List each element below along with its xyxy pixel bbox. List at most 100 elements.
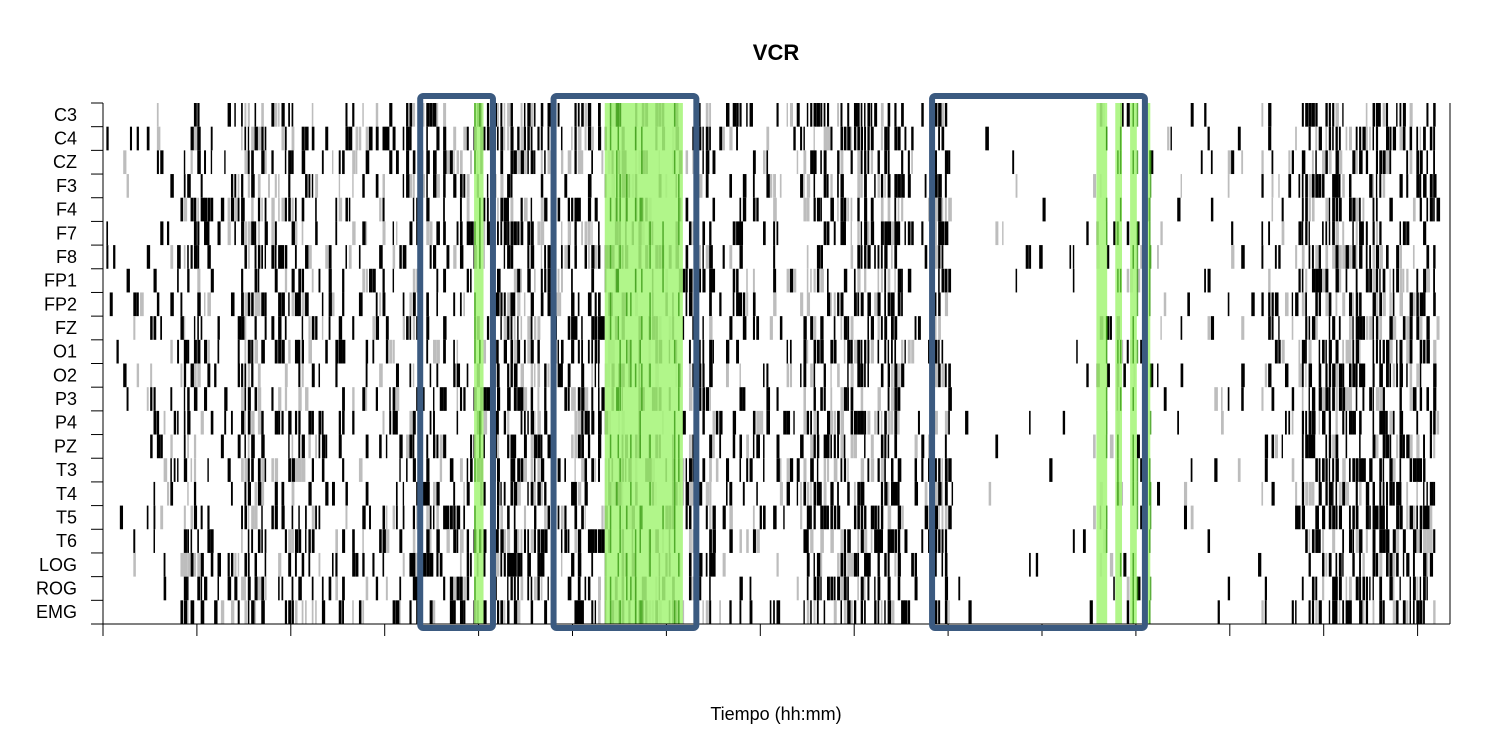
heatmap-cell — [379, 363, 383, 388]
heatmap-cell — [803, 150, 807, 175]
heatmap-cell — [581, 363, 585, 388]
heatmap-cell — [274, 103, 278, 127]
heatmap-cell — [1406, 268, 1409, 293]
heatmap-cell — [870, 434, 874, 459]
heatmap-cell — [338, 316, 343, 340]
channel-label-f4: F4 — [56, 200, 77, 220]
heatmap-cell — [598, 434, 602, 459]
heatmap-cell — [891, 481, 895, 506]
heatmap-cell — [853, 481, 856, 506]
heatmap-cell — [1328, 481, 1333, 506]
heatmap-cell — [456, 363, 461, 388]
heatmap-cell — [513, 600, 518, 624]
heatmap-cell — [1399, 103, 1402, 127]
heatmap-cell — [497, 126, 499, 151]
heatmap-cell — [833, 292, 836, 317]
heatmap-cell — [1241, 316, 1245, 340]
heatmap-cell — [702, 410, 705, 435]
heatmap-cell — [1308, 197, 1311, 222]
heatmap-cell — [864, 363, 866, 388]
highlight-trace — [634, 529, 637, 553]
heatmap-cell — [1362, 600, 1365, 624]
heatmap-cell — [220, 197, 225, 222]
heatmap-cell — [806, 481, 810, 506]
heatmap-cell — [1389, 434, 1392, 459]
heatmap-cell — [1322, 387, 1326, 411]
heatmap-cell — [847, 363, 849, 388]
heatmap-cell — [877, 458, 880, 482]
heatmap-cell — [207, 339, 210, 364]
heatmap-cell — [530, 245, 535, 269]
heatmap-cell — [847, 339, 851, 364]
heatmap-cell — [207, 221, 210, 246]
highlight-trace — [678, 363, 680, 388]
heatmap-cell — [308, 552, 311, 577]
heatmap-cell — [941, 363, 945, 388]
heatmap-cell — [406, 434, 410, 459]
heatmap-cell — [938, 197, 942, 222]
heatmap-cell — [503, 316, 508, 340]
heatmap-cell — [1392, 292, 1395, 317]
heatmap-cell — [1402, 600, 1406, 624]
heatmap-cell — [709, 126, 711, 151]
heatmap-cell — [547, 505, 550, 530]
heatmap-cell — [1423, 339, 1426, 364]
heatmap-cell — [291, 481, 295, 506]
heatmap-cell — [1123, 552, 1127, 577]
heatmap-cell — [598, 245, 601, 269]
heatmap-cell — [1268, 103, 1272, 127]
heatmap-cell — [331, 292, 335, 317]
heatmap-cell — [1318, 458, 1321, 482]
heatmap-cell — [294, 292, 299, 317]
heatmap-cell — [443, 197, 445, 222]
heatmap-cell — [342, 150, 345, 175]
heatmap-cell — [264, 245, 267, 269]
heatmap-cell — [843, 197, 847, 222]
heatmap-cell — [688, 387, 693, 411]
heatmap-cell — [560, 339, 564, 364]
heatmap-cell — [1359, 576, 1362, 601]
heatmap-cell — [914, 316, 917, 340]
heatmap-cell — [591, 339, 594, 364]
heatmap-cell — [395, 505, 398, 530]
heatmap-cell — [820, 481, 822, 506]
heatmap-cell — [803, 458, 807, 482]
heatmap-cell — [291, 103, 294, 127]
heatmap-cell — [160, 434, 163, 459]
heatmap-cell — [470, 458, 473, 482]
heatmap-cell — [534, 410, 536, 435]
heatmap-cell — [816, 103, 820, 127]
heatmap-cell — [497, 434, 500, 459]
heatmap-cell — [214, 363, 217, 388]
heatmap-cell — [527, 103, 531, 127]
heatmap-cell — [1409, 363, 1413, 388]
heatmap-cell — [1305, 268, 1308, 293]
heatmap-cell — [874, 600, 877, 624]
heatmap-cell — [1399, 434, 1403, 459]
highlight-trace — [1132, 245, 1134, 269]
heatmap-cell — [264, 458, 267, 482]
heatmap-cell — [534, 316, 537, 340]
heatmap-cell — [699, 245, 701, 269]
heatmap-cell — [1375, 174, 1378, 198]
heatmap-cell — [833, 600, 837, 624]
highlight-trace — [630, 576, 632, 601]
heatmap-cell — [1372, 103, 1376, 127]
heatmap-cell — [1049, 458, 1053, 482]
heatmap-cell — [934, 174, 938, 198]
heatmap-cell — [305, 174, 308, 198]
heatmap-cell — [688, 576, 692, 601]
heatmap-cell — [941, 529, 944, 553]
heatmap-cell — [1227, 576, 1231, 601]
heatmap-cell — [308, 481, 312, 506]
heatmap-cell — [1419, 505, 1423, 530]
heatmap-cell — [301, 316, 304, 340]
heatmap-cell — [833, 434, 836, 459]
heatmap-cell — [271, 245, 275, 269]
heatmap-cell — [1261, 221, 1264, 246]
heatmap-cell — [897, 126, 901, 151]
highlight-trace — [639, 410, 641, 435]
heatmap-cell — [864, 339, 867, 364]
heatmap-cell — [254, 103, 257, 127]
heatmap-cell — [1369, 268, 1373, 293]
